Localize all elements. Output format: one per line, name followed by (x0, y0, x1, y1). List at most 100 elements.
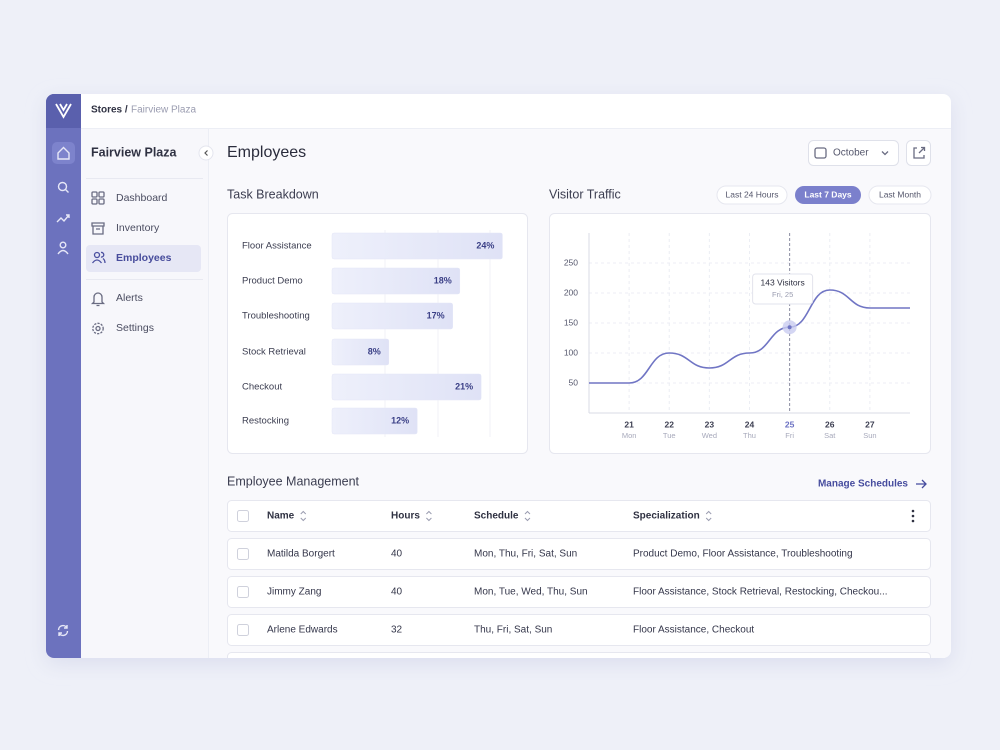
cell: 40 (391, 549, 403, 560)
more-dot[interactable] (911, 514, 915, 518)
nav-item[interactable]: Inventory (116, 222, 160, 234)
table-row[interactable] (227, 538, 931, 570)
traffic-line (589, 289, 910, 384)
home-active[interactable] (52, 142, 75, 164)
bar-label: Restocking (242, 416, 289, 427)
bar (331, 267, 461, 295)
dash-icon (98, 198, 105, 205)
bar (331, 407, 418, 435)
card-title: Task Breakdown (227, 187, 319, 201)
bar-label: Product Demo (242, 276, 303, 287)
x-tick-label: 25 (785, 419, 795, 429)
link-arrow (916, 479, 927, 489)
bar-label: Stock Retrieval (242, 347, 306, 358)
user-body (57, 249, 69, 255)
y-tick-label: 150 (564, 317, 578, 327)
table-row[interactable] (227, 576, 931, 608)
bar-value-label: 17% (427, 310, 445, 320)
settings-icon (95, 325, 101, 332)
x-tick-sublabel: Tue (663, 431, 676, 440)
nav-item[interactable]: Dashboard (116, 192, 168, 204)
share-icon (913, 146, 926, 159)
user-icon[interactable] (59, 241, 67, 249)
sync-icon[interactable] (57, 624, 69, 637)
x-tick-label: 26 (825, 419, 835, 429)
y-tick-label: 50 (569, 377, 579, 387)
range-label[interactable]: Last 24 Hours (726, 189, 779, 199)
sort-icon (300, 510, 307, 522)
tooltip (752, 273, 814, 305)
y-tick-label: 200 (564, 287, 578, 297)
table-row[interactable] (227, 614, 931, 646)
bar-value-label: 8% (368, 346, 381, 356)
sort-icon (426, 510, 432, 522)
table-header (227, 500, 931, 532)
nav-item[interactable]: Settings (116, 322, 154, 334)
checkbox[interactable] (237, 586, 249, 598)
range-button[interactable] (868, 185, 932, 205)
bar-label: Troubleshooting (242, 311, 310, 322)
bar-value-label: 18% (434, 275, 452, 285)
checkbox[interactable] (237, 548, 249, 560)
dash-icon (98, 191, 105, 198)
range-label[interactable]: Last Month (879, 189, 921, 199)
cell: 32 (391, 625, 403, 636)
nav-active-bg (86, 245, 201, 272)
nav-item[interactable]: Alerts (116, 292, 143, 304)
column-header[interactable]: Hours (391, 511, 420, 522)
settings-icon (92, 322, 104, 335)
breadcrumb-root[interactable]: Stores / (91, 105, 128, 116)
collapse-button[interactable] (198, 145, 214, 161)
collapse-chevron (204, 150, 208, 156)
search-icon[interactable] (57, 181, 68, 192)
column-header[interactable]: Specialization (633, 511, 700, 522)
checkbox[interactable] (237, 624, 249, 636)
cell: Mon, Tue, Wed, Thu, Sun (474, 587, 588, 598)
nav-item-active[interactable]: Employees (116, 252, 172, 264)
column-header[interactable]: Name (267, 511, 295, 522)
store-name: Fairview Plaza (91, 145, 178, 159)
cell: Thu, Fri, Sat, Sun (474, 625, 552, 636)
home-icon[interactable] (57, 146, 70, 160)
bar (331, 338, 390, 366)
cell: 40 (391, 587, 403, 598)
logo (55, 103, 72, 119)
traffic-card (549, 213, 931, 454)
x-tick-sublabel: Mon (622, 431, 637, 440)
bar (331, 373, 482, 401)
page-title: Employees (227, 144, 306, 161)
x-tick-label: 27 (865, 419, 875, 429)
x-tick-sublabel: Fri (785, 431, 794, 440)
section-title: Employee Management (227, 474, 360, 488)
more-dot[interactable] (911, 509, 915, 513)
share-button[interactable] (906, 140, 931, 166)
x-tick-label: 23 (705, 419, 715, 429)
range-button[interactable] (795, 186, 861, 204)
breadcrumb-current: Fairview Plaza (131, 105, 196, 116)
search-handle (65, 189, 69, 193)
bar-value-label: 24% (476, 240, 494, 250)
checkbox[interactable] (237, 510, 249, 522)
card-title: Visitor Traffic (549, 187, 621, 201)
cell: Matilda Borgert (267, 549, 335, 560)
inventory-icon (91, 222, 105, 235)
range-button[interactable] (716, 185, 788, 205)
dash-icon (91, 191, 98, 198)
month-label: October (833, 148, 869, 159)
column-header[interactable]: Schedule (474, 511, 519, 522)
x-tick-label: 21 (624, 419, 634, 429)
manage-link[interactable]: Manage Schedules (818, 479, 908, 490)
cell: Product Demo, Floor Assistance, Troubles… (633, 549, 853, 560)
y-tick-label: 100 (564, 347, 578, 357)
cell: Jimmy Zang (267, 587, 321, 598)
dash-icon (91, 198, 98, 205)
nav-icons (90, 191, 106, 335)
more-dot[interactable] (911, 519, 915, 523)
month-dropdown[interactable] (808, 140, 899, 166)
range-label[interactable]: Last 7 Days (804, 189, 852, 199)
tooltip-date: Fri, 25 (772, 290, 793, 299)
trend-icon[interactable] (56, 214, 70, 223)
x-tick-label: 24 (745, 419, 755, 429)
x-tick-label: 22 (665, 419, 675, 429)
